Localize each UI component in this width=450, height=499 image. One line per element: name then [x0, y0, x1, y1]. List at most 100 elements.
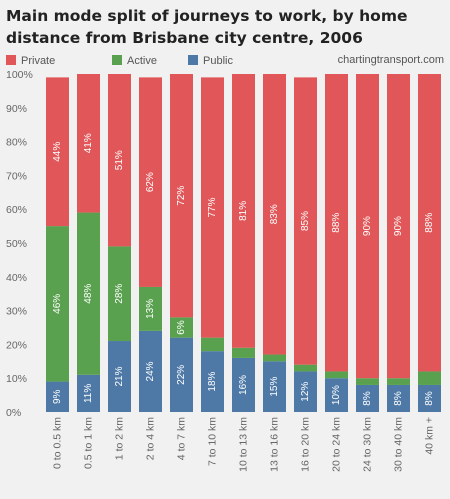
legend-label-public: Public: [203, 55, 233, 67]
legend-swatch-active: [112, 55, 122, 65]
value-label-public: 11%: [83, 384, 94, 403]
x-tick-label: 16 to 20 km: [300, 417, 312, 472]
value-label-public: 9%: [52, 389, 63, 404]
bar-segment-public: [387, 384, 410, 412]
value-labels: 9% 46% 44% 11% 48% 41% 21% 28% 51% 24% 13% 62% 22% 6%…: [52, 133, 435, 406]
bar-segment-private: [294, 77, 317, 365]
legend: Private Active Public: [6, 55, 233, 67]
bar-segment-private: [108, 74, 131, 247]
bar-segment-private: [77, 74, 100, 213]
value-label-public: 22%: [176, 365, 187, 385]
bar-segment-active: [232, 347, 255, 358]
bar-segment-active: [263, 354, 286, 362]
value-label-public: 10%: [331, 385, 342, 405]
x-tick-label: 2 to 4 km: [145, 417, 157, 460]
bar-segment-public: [170, 337, 193, 412]
y-tick-label: 60%: [6, 204, 27, 216]
value-label-public: 21%: [114, 366, 125, 386]
x-tick-label: 24 to 30 km: [362, 417, 374, 472]
y-tick-label: 50%: [6, 238, 27, 250]
x-tick-label: 13 to 16 km: [269, 417, 281, 472]
legend-item-public: Public: [188, 55, 233, 67]
bar-segment-private: [139, 77, 162, 287]
bar-segment-active: [387, 378, 410, 385]
x-tick-label: 30 to 40 km: [393, 417, 405, 472]
value-label-private: 72%: [176, 186, 187, 206]
y-axis: 0% 10% 20% 30% 40% 50% 60% 70% 80% 90% 100%: [6, 69, 33, 419]
x-tick-label: 1 to 2 km: [114, 417, 126, 460]
value-label-private: 62%: [145, 172, 156, 192]
y-tick-label: 40%: [6, 272, 27, 284]
value-label-active: 6%: [176, 320, 187, 335]
bar-segment-public: [232, 357, 255, 412]
x-axis: 0 to 0.5 km 0.5 to 1 km 1 to 2 km 2 to 4 km…: [52, 417, 436, 472]
bar-segment-public: [418, 384, 441, 412]
x-tick-label: 4 to 7 km: [176, 417, 188, 460]
x-tick-label: 0 to 0.5 km: [52, 417, 64, 469]
y-tick-label: 20%: [6, 339, 27, 351]
bar-segment-private: [356, 74, 379, 379]
x-tick-label: 40 km +: [424, 417, 436, 455]
bar-segment-active: [108, 246, 131, 342]
bar-segment-active: [170, 317, 193, 338]
value-label-private: 88%: [331, 213, 342, 233]
bar-segment-active: [325, 371, 348, 379]
y-tick-label: 10%: [6, 373, 27, 385]
bar-segment-public: [139, 330, 162, 412]
x-tick-label: 0.5 to 1 km: [83, 417, 95, 469]
y-tick-label: 80%: [6, 137, 27, 149]
value-label-active: 13%: [145, 299, 156, 319]
legend-item-active: Active: [112, 55, 157, 67]
value-label-active: 28%: [114, 284, 125, 304]
x-tick-label: 7 to 10 km: [207, 417, 219, 466]
legend-swatch-private: [6, 55, 16, 65]
bar-segment-public: [108, 341, 131, 412]
bar-segment-active: [201, 337, 224, 352]
bar-segment-active: [46, 226, 69, 382]
legend-item-private: Private: [6, 55, 55, 67]
value-label-public: 18%: [207, 371, 218, 391]
bar-segment-active: [77, 212, 100, 375]
chart-title-line-2: distance from Brisbane city centre, 2006: [6, 29, 363, 47]
bar-segment-active: [139, 286, 162, 331]
value-label-public: 15%: [269, 377, 280, 397]
value-label-public: 24%: [145, 361, 156, 381]
value-label-public: 16%: [238, 375, 249, 395]
bars: [46, 74, 441, 412]
bar-segment-public: [46, 381, 69, 412]
value-label-private: 90%: [393, 216, 404, 236]
value-label-public: 8%: [362, 391, 373, 406]
y-tick-label: 90%: [6, 103, 27, 115]
bar-segment-private: [170, 74, 193, 318]
bar-segment-private: [46, 77, 69, 227]
x-tick-label: 20 to 24 km: [331, 417, 343, 472]
value-label-private: 44%: [52, 142, 63, 162]
y-tick-label: 0%: [6, 407, 21, 419]
value-label-private: 90%: [362, 216, 373, 236]
bar-segment-public: [325, 378, 348, 412]
value-label-private: 81%: [238, 201, 249, 221]
bar-segment-public: [356, 384, 379, 412]
y-tick-label: 30%: [6, 306, 27, 318]
value-label-private: 51%: [114, 150, 125, 170]
y-tick-label: 100%: [6, 69, 33, 81]
bar-segment-private: [325, 74, 348, 372]
value-label-private: 88%: [424, 213, 435, 233]
y-tick-label: 70%: [6, 170, 27, 182]
bar-segment-private: [263, 74, 286, 355]
value-label-active: 46%: [52, 294, 63, 314]
legend-swatch-public: [188, 55, 198, 65]
chart-title-line-1: Main mode split of journeys to work, by …: [6, 7, 408, 25]
value-label-private: 83%: [269, 204, 280, 224]
bar-segment-private: [201, 77, 224, 338]
bar-segment-active: [418, 371, 441, 385]
bar-segment-public: [77, 374, 100, 412]
value-label-public: 8%: [393, 391, 404, 406]
legend-label-private: Private: [21, 55, 55, 67]
bar-segment-public: [294, 371, 317, 412]
bar-segment-private: [418, 74, 441, 372]
x-tick-label: 10 to 13 km: [238, 417, 250, 472]
bar-segment-public: [263, 361, 286, 412]
legend-label-active: Active: [127, 55, 157, 67]
